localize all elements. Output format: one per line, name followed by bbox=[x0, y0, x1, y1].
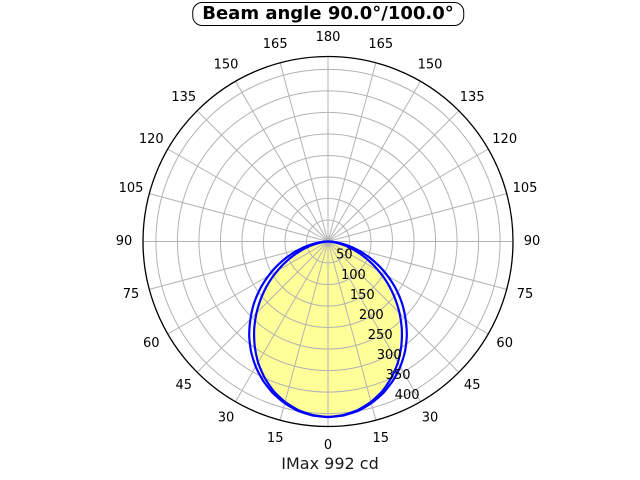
angular-gridline bbox=[196, 110, 329, 242]
radial-tick-label: 200 bbox=[359, 308, 384, 323]
angular-gridline bbox=[279, 62, 329, 242]
angular-gridline bbox=[167, 148, 329, 242]
angular-gridline bbox=[327, 148, 489, 242]
beam-curve-narrow bbox=[252, 240, 404, 419]
chart-title-box: Beam angle 90.0°/100.0° bbox=[192, 2, 464, 26]
angular-tick-label: 45 bbox=[176, 378, 193, 393]
angular-gridline bbox=[149, 193, 329, 242]
angular-gridline bbox=[327, 62, 377, 242]
radial-tick-label: 100 bbox=[341, 268, 366, 283]
angular-gridline bbox=[196, 241, 329, 373]
angular-gridline bbox=[327, 241, 489, 335]
angular-tick-label: 15 bbox=[373, 431, 390, 446]
angular-tick-label: 90 bbox=[524, 234, 541, 249]
angular-tick-label: 30 bbox=[218, 411, 235, 426]
angular-tick-label: 105 bbox=[119, 181, 144, 196]
angular-gridline bbox=[327, 241, 460, 373]
angular-tick-label: 75 bbox=[123, 287, 140, 302]
angular-tick-label: 150 bbox=[214, 57, 239, 72]
radial-tick-label: 250 bbox=[368, 328, 393, 343]
polar-grid bbox=[143, 56, 513, 427]
polar-axis-circle bbox=[142, 55, 514, 428]
angular-tick-label: 180 bbox=[316, 30, 341, 45]
angular-tick-label: 120 bbox=[492, 132, 517, 147]
angular-tick-label: 60 bbox=[496, 336, 513, 351]
angular-tick-label: 15 bbox=[267, 431, 284, 446]
angular-gridline bbox=[327, 110, 460, 242]
imax-label: IMax 992 cd bbox=[281, 454, 379, 473]
angular-tick-label: 45 bbox=[464, 378, 481, 393]
angular-gridline bbox=[327, 241, 421, 402]
angular-tick-label: 75 bbox=[517, 287, 534, 302]
angular-tick-label: 90 bbox=[116, 234, 133, 249]
radial-tick-label: 400 bbox=[395, 388, 420, 403]
radial-tick-label: 350 bbox=[386, 368, 411, 383]
angular-gridline bbox=[327, 81, 421, 242]
angular-gridline bbox=[167, 241, 329, 335]
angular-tick-label: 165 bbox=[368, 37, 393, 52]
angular-tick-label: 0 bbox=[324, 438, 332, 453]
angular-gridline bbox=[327, 193, 507, 242]
angular-tick-label: 135 bbox=[171, 90, 196, 105]
angular-gridline bbox=[327, 241, 377, 421]
angular-tick-label: 60 bbox=[143, 336, 160, 351]
angular-gridline bbox=[235, 81, 329, 242]
angular-tick-label: 135 bbox=[460, 90, 485, 105]
radial-tick-label: 300 bbox=[377, 348, 402, 363]
angular-tick-label: 105 bbox=[513, 181, 538, 196]
angular-tick-label: 120 bbox=[139, 132, 164, 147]
angular-tick-label: 150 bbox=[418, 57, 443, 72]
angular-gridline bbox=[235, 241, 329, 402]
angular-gridline bbox=[279, 241, 329, 421]
radial-tick-label: 150 bbox=[350, 288, 375, 303]
angular-tick-label: 165 bbox=[263, 37, 288, 52]
angular-tick-label: 30 bbox=[422, 411, 439, 426]
radial-tick-label: 50 bbox=[336, 248, 353, 263]
chart-title: Beam angle 90.0°/100.0° bbox=[202, 3, 454, 24]
